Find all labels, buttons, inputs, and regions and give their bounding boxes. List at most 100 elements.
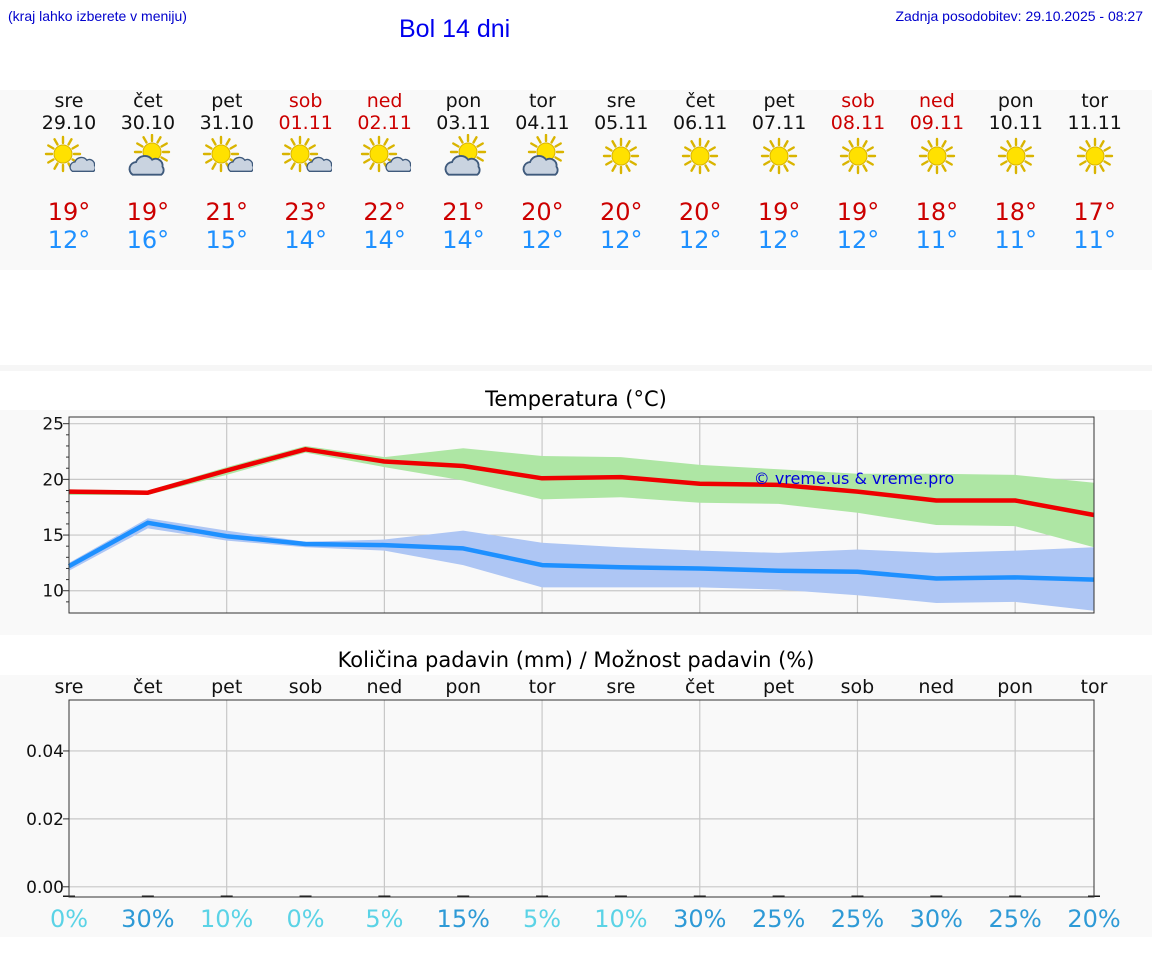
sun-icon [911,134,963,180]
precip-probability-label: 25% [831,905,884,933]
y-tick-label: 0.04 [26,742,64,762]
precip-day-label: čet [133,676,163,698]
day-name: ned [918,90,955,112]
precip-bar [851,895,864,897]
day-name: sre [54,90,84,112]
precip-bar [536,895,549,897]
location-hint: (kraj lahko izberete v meniju) [8,8,187,24]
day-name: čet [685,90,715,112]
max-temperature: 21° [442,198,485,226]
precip-probability-label: 10% [200,905,253,933]
max-temperature: 20° [678,198,722,226]
sun-icon [1069,134,1121,180]
min-temperature: 16° [126,226,170,254]
y-tick-label: 0.00 [26,878,64,898]
precip-probability-label: 5% [365,905,403,933]
y-tick-label: 20 [42,470,64,490]
precip-bar [1009,895,1022,897]
precip-day-label: sre [55,676,84,698]
precip-probability-label: 20% [1067,905,1120,933]
cloud-shape [306,156,333,172]
precip-day-label: pon [997,676,1033,698]
day-name: sre [606,90,636,112]
min-temperature: 14° [442,226,485,254]
day-date: 29.10 [41,112,97,134]
min-temperature: 12° [600,226,643,254]
max-temperature-line [68,447,1095,518]
precip-day-label: čet [685,676,715,698]
sun-shape [1076,137,1113,175]
day-date: 11.11 [1067,112,1122,134]
y-tick-label: 15 [42,526,64,546]
cloud-shape [227,156,254,172]
day-name: pet [211,90,243,112]
day-name: ned [366,90,403,112]
min-temperature: 15° [205,226,249,254]
min-temperature: 14° [363,226,406,254]
day-name: sob [841,90,875,112]
day-date: 07.11 [751,112,807,134]
day-date: 05.11 [594,112,649,134]
plot-frame [68,699,1095,898]
day-date: 04.11 [515,112,570,134]
precip-bar [141,895,154,897]
precip-probability-label: 25% [988,905,1041,933]
precip-bar [457,895,470,897]
divider [0,365,1152,371]
min-temperature: 12° [757,226,801,254]
min-temperature: 11° [915,226,959,254]
y-tick-label: 10 [42,582,64,602]
sun-icon [990,134,1042,180]
precip-bar [378,895,391,897]
sun-cloud-icon [438,133,490,180]
min-temperature: 11° [994,226,1038,254]
day-name: pon [445,90,482,112]
day-name: čet [133,90,163,112]
cloud-shape [385,156,412,172]
sun-shape [918,137,956,175]
sun-icon [595,134,647,180]
precip-day-label: sre [606,676,635,698]
sun-shape [839,137,877,175]
min-temperature: 12° [521,226,564,254]
plot-frame [68,416,1095,614]
day-name: tor [528,90,556,112]
day-date: 03.11 [436,112,491,134]
min-temperature: 12° [47,226,91,254]
precip-bar [693,895,706,897]
precipitation-chart-title: Količina padavin (mm) / Možnost padavin … [337,648,815,672]
max-temperature: 21° [205,198,249,226]
precip-probability-label: 30% [121,905,174,933]
min-temperature-line [67,520,1095,582]
max-temperature: 23° [284,198,327,226]
max-temperature: 22° [363,198,406,226]
min-temperature: 12° [836,226,880,254]
max-temperature: 18° [994,198,1038,226]
precip-day-label: ned [366,676,402,698]
day-date: 08.11 [830,112,886,134]
max-temperature: 18° [915,198,959,226]
sun-small-cloud-icon [43,134,96,180]
precip-probability-label: 15% [437,905,490,933]
precip-probability-label: 25% [752,905,805,933]
day-date: 10.11 [988,112,1043,134]
precip-probability-label: 30% [673,905,726,933]
precip-day-label: tor [1081,676,1108,698]
day-date: 06.11 [672,112,728,134]
precip-day-label: sob [841,676,875,698]
precip-day-label: sob [289,676,323,698]
day-date: 02.11 [357,112,412,134]
max-temperature: 19° [47,198,91,226]
sun-small-cloud-icon [359,134,412,180]
y-tick-label: 25 [42,415,64,435]
max-temperature: 17° [1073,198,1116,226]
sun-shape [760,137,798,175]
max-range-band [69,446,1094,548]
watermark: © vreme.us & vreme.pro [754,469,955,488]
day-name: tor [1081,90,1109,112]
sun-icon [674,134,726,180]
daily-forecast: sre 29.10 19° 12° čet 30.10 19° 16° pet 31.10 21° 1… [0,90,1152,270]
sun-small-cloud-icon [280,134,333,180]
temperature-chart-title: Temperatura (°C) [485,387,667,411]
min-temperature: 11° [1073,226,1116,254]
